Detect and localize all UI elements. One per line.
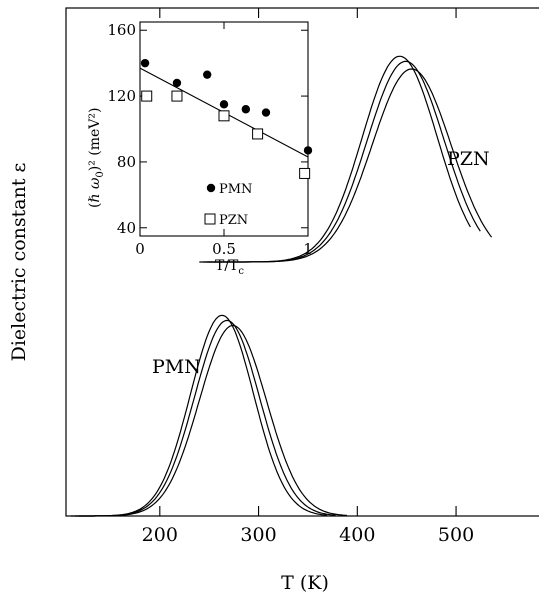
y-axis-title: Dielectric constant ε	[8, 163, 30, 362]
main-x-ticks: 200 300 400 500	[142, 8, 474, 546]
x-tick-label: 500	[438, 524, 474, 546]
inset-y-tick-label: 40	[117, 219, 136, 237]
inset-x-tick-label: 1	[303, 240, 313, 258]
inset-x-tick-label: 0.5	[212, 240, 236, 258]
legend-marker-pmn	[206, 183, 216, 193]
point-pzn	[141, 90, 153, 102]
inset-legend: PMN PZN	[204, 182, 252, 228]
inset-y-tick-label: 80	[117, 153, 136, 171]
inset-y-title-sub: 0	[95, 171, 106, 177]
curve-pmn	[70, 314, 328, 517]
x-tick-label: 400	[339, 524, 375, 546]
legend-marker-pzn	[204, 213, 216, 225]
point-pzn	[218, 110, 230, 122]
curve-label-pzn: PZN	[447, 148, 490, 170]
main-plot-frame	[65, 7, 539, 517]
main-axes: 200 300 400 500	[65, 7, 539, 546]
inset-y-title-close: )² (meV²)	[87, 108, 103, 172]
inset-points	[140, 58, 313, 179]
point-pmn	[140, 58, 150, 68]
point-pmn	[172, 78, 182, 88]
inset-y-axis-title: (ℏ ω0)² (meV²)	[87, 108, 106, 208]
point-pmn	[203, 70, 212, 79]
legend-label-pzn: PZN	[219, 213, 248, 228]
x-axis-title: T (K)	[281, 572, 329, 594]
curve-pzn	[203, 60, 481, 263]
point-pmn	[303, 146, 313, 155]
curve-pzn	[207, 68, 493, 263]
inset-x-title-sub: c	[238, 266, 244, 277]
inset-axis-ticks: 0 0.5 1 40 80 120 160	[107, 21, 312, 258]
x-tick-label: 200	[142, 524, 178, 546]
inset-y-title-hbar: ℏ	[87, 194, 103, 203]
inset-plot-frame	[139, 21, 309, 237]
point-pmn	[219, 100, 229, 109]
curve-pmn	[74, 319, 336, 517]
inset-x-tick-label: 0	[135, 240, 145, 258]
main-curves	[70, 55, 493, 517]
point-pzn	[252, 128, 264, 140]
point-pzn	[171, 90, 183, 102]
inset-y-tick-label: 160	[107, 21, 136, 39]
legend-label-pmn: PMN	[219, 182, 252, 197]
inset-y-title-open: (	[87, 203, 103, 208]
x-tick-label: 300	[240, 524, 276, 546]
point-pzn	[299, 167, 311, 179]
inset-y-title-omega: ω	[87, 177, 103, 193]
curve-pmn	[78, 324, 347, 517]
point-pmn	[261, 108, 271, 117]
point-pmn	[241, 105, 251, 114]
inset-x-title-main: T/T	[215, 258, 239, 274]
inset-x-axis-title: T/Tc	[215, 258, 244, 277]
curve-label-pmn: PMN	[152, 356, 201, 378]
inset-y-tick-label: 120	[107, 87, 136, 105]
